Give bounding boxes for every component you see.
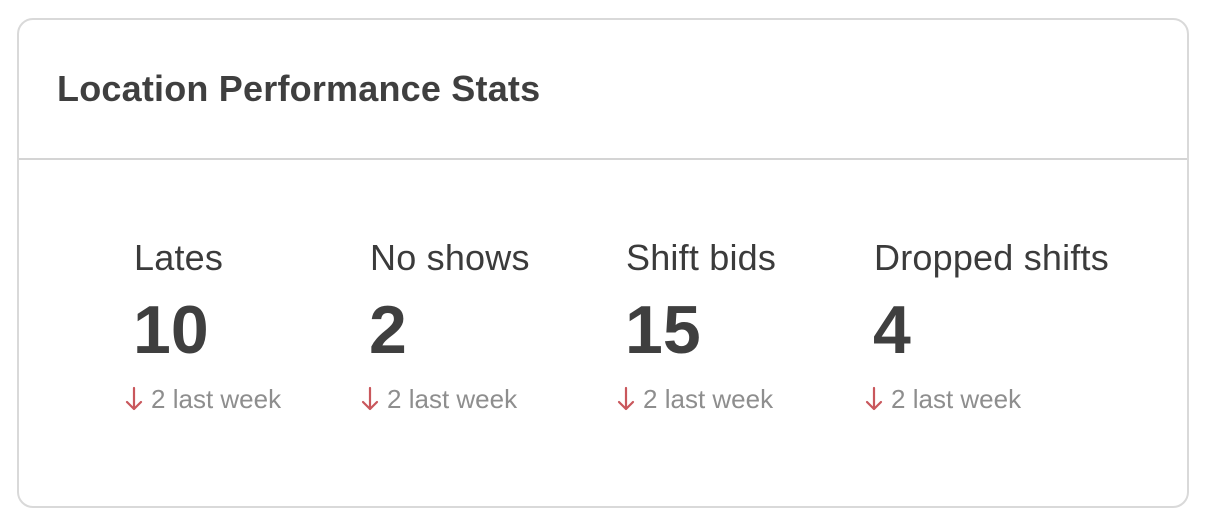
stat-value: 4 (873, 292, 911, 368)
stat-change: 2 last week (125, 386, 281, 412)
stat-label: Lates (134, 237, 224, 278)
arrow-down-icon (617, 386, 635, 412)
arrow-down-icon (361, 386, 379, 412)
change-text: last week (912, 384, 1022, 414)
change-amount: 2 (387, 384, 402, 414)
stat-value: 2 (369, 292, 407, 368)
stat-change: 2 last week (617, 386, 776, 412)
change-text: last week (172, 384, 282, 414)
stat-value: 10 (133, 292, 209, 368)
change-amount: 2 (151, 384, 166, 414)
change-text: last week (664, 384, 774, 414)
change-amount: 2 (891, 384, 906, 414)
stat-label: Dropped shifts (874, 237, 1109, 278)
stat-no-shows: No shows 2 2 last week (361, 240, 530, 412)
stat-change: 2 last week (865, 386, 1109, 412)
stat-change: 2 last week (361, 386, 530, 412)
stat-dropped-shifts: Dropped shifts 4 2 last week (865, 240, 1109, 412)
location-performance-card: Location Performance Stats Lates 10 2 la… (17, 18, 1189, 508)
card-header: Location Performance Stats (19, 20, 1187, 160)
arrow-down-icon (865, 386, 883, 412)
stat-shift-bids: Shift bids 15 2 last week (617, 240, 776, 412)
stat-lates: Lates 10 2 last week (125, 240, 281, 412)
stat-label: Shift bids (626, 237, 777, 278)
stat-label: No shows (370, 237, 530, 278)
change-amount: 2 (643, 384, 658, 414)
change-text: last week (408, 384, 518, 414)
arrow-down-icon (125, 386, 143, 412)
card-title: Location Performance Stats (57, 68, 541, 109)
stats-row: Lates 10 2 last week No shows 2 2 last w… (19, 160, 1187, 506)
stat-value: 15 (625, 292, 701, 368)
